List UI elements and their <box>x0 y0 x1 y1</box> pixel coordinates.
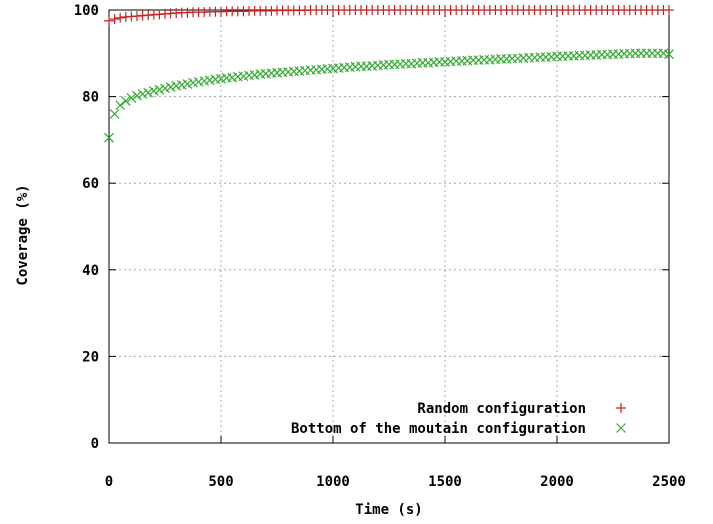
y-tick-label: 40 <box>82 263 99 279</box>
y-tick-label: 80 <box>82 90 99 106</box>
x-tick-label: 500 <box>208 474 233 490</box>
y-axis-tick-labels: 0 20 40 60 80 100 <box>74 3 99 452</box>
data-point-cross <box>165 82 176 92</box>
legend-marker-bottom-mountain-cross <box>616 423 626 433</box>
grid-lines <box>109 10 669 443</box>
legend: Random configuration Bottom of the mouta… <box>291 401 626 437</box>
data-point-cross <box>132 90 142 101</box>
data-series <box>104 5 674 143</box>
data-point-cross <box>109 108 120 119</box>
data-point-cross <box>143 87 154 98</box>
y-axis-label: Coverage (%) <box>15 184 31 285</box>
data-point-plus <box>109 14 120 25</box>
legend-cross-marker <box>616 423 626 433</box>
x-tick-label: 1500 <box>428 474 462 490</box>
y-tick-label: 100 <box>74 3 99 19</box>
data-point-plus <box>664 5 674 15</box>
series-random-configuration <box>104 5 674 26</box>
legend-label-random: Random configuration <box>417 401 586 417</box>
data-point-plus <box>115 12 126 23</box>
data-point-cross <box>120 96 131 106</box>
data-point-cross <box>104 132 114 143</box>
y-tick-label: 20 <box>82 349 99 365</box>
legend-plus-marker <box>616 403 626 413</box>
data-point-cross <box>182 79 193 89</box>
y-tick-label: 60 <box>82 176 99 192</box>
data-point-cross <box>148 86 159 96</box>
data-point-cross <box>126 92 137 103</box>
x-tick-label: 2500 <box>652 474 686 490</box>
data-point-plus <box>104 15 114 26</box>
data-point-cross <box>154 84 165 95</box>
legend-marker-random-plus <box>616 403 626 413</box>
x-axis-tick-labels: 0 500 1000 1500 2000 2500 <box>105 474 686 490</box>
x-tick-label: 0 <box>105 474 113 490</box>
data-point-cross <box>664 49 674 60</box>
series-bottom-of-the-mountain <box>104 48 674 143</box>
x-tick-label: 2000 <box>540 474 574 490</box>
axis-ticks <box>108 9 670 444</box>
data-point-cross <box>115 100 126 111</box>
data-point-cross <box>160 83 170 94</box>
x-tick-label: 1000 <box>316 474 350 490</box>
plot-area-frame <box>108 9 670 444</box>
data-point-cross <box>137 89 148 99</box>
legend-label-bottom-mountain: Bottom of the moutain configuration <box>291 421 586 437</box>
x-axis-label: Time (s) <box>355 502 422 518</box>
y-tick-label: 0 <box>91 436 99 452</box>
